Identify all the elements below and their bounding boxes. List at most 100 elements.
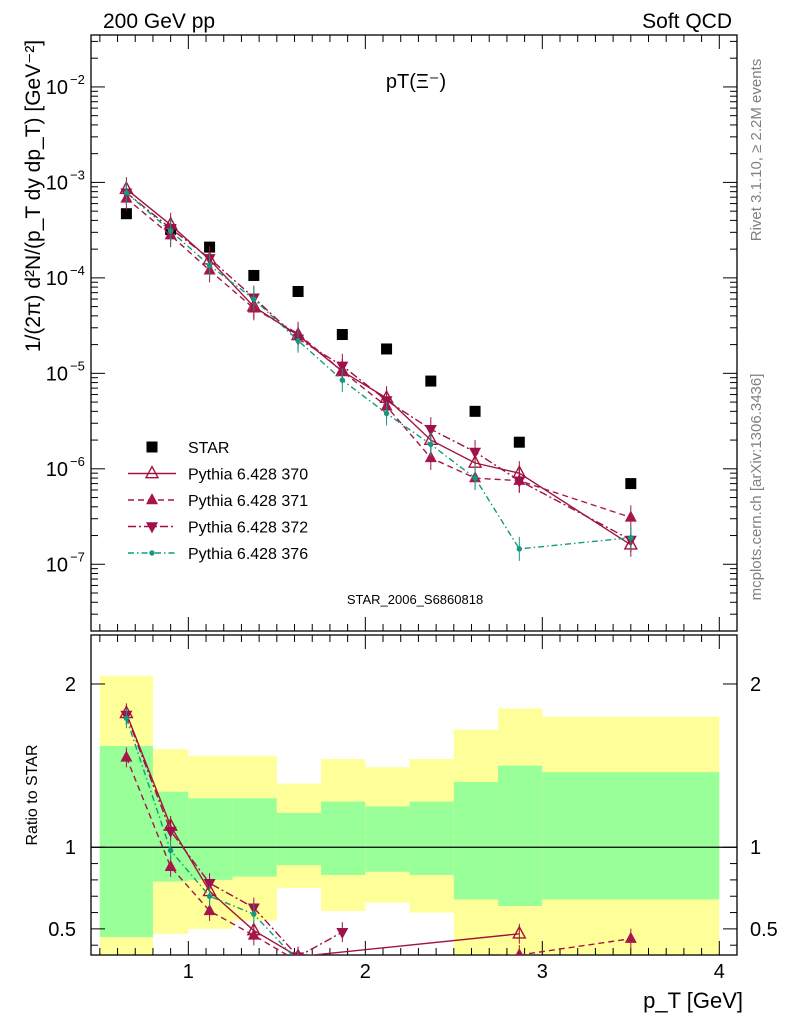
main-plot-frame [90, 34, 738, 632]
data-point [624, 510, 637, 522]
data-point [123, 190, 130, 196]
band-inner [99, 746, 153, 938]
y-tick-label: 10 [46, 77, 68, 99]
main-plot-title: pT(Ξ⁻) [386, 71, 446, 93]
legend-label: Pythia 6.428 370 [188, 467, 308, 484]
ratio-point [120, 750, 133, 762]
band-inner [276, 812, 322, 866]
ratio-point [206, 893, 213, 899]
main-y-ticks: 10−710−610−510−410−310−2 [46, 35, 737, 632]
ratio-line [125, 714, 343, 955]
data-point [425, 375, 437, 387]
legend-marker [144, 465, 160, 479]
ratio-point [203, 878, 216, 891]
ratio-y-tick-label-right: 0.5 [750, 919, 778, 941]
series-line [125, 197, 632, 519]
data-point [424, 424, 437, 437]
data-point [383, 410, 390, 417]
legend-marker [146, 522, 158, 534]
band-inner [498, 765, 543, 907]
series-pythia-6-428-376 [123, 180, 634, 561]
legend-entry: Pythia 6.428 376 [128, 546, 308, 563]
ratio-series-pythia-6-428-376 [123, 708, 300, 964]
ratio-y-tick-label: 2 [65, 674, 76, 696]
ratio-plot-frame [90, 634, 738, 956]
legend-marker [146, 441, 158, 453]
ratio-y-tick-label-right: 1 [750, 837, 761, 859]
ratio-point [203, 904, 216, 916]
band-inner [453, 781, 499, 900]
series-line [125, 188, 632, 546]
x-tick-label: 1 [183, 961, 194, 983]
ratio-y-tick-label: 1 [65, 837, 76, 859]
x-tick-label: 2 [360, 961, 371, 983]
ratio-point [164, 826, 177, 838]
data-point [120, 208, 132, 220]
data-point [428, 441, 434, 448]
data-point [625, 478, 637, 490]
data-point [472, 475, 478, 481]
y-tick-exponent: −3 [70, 167, 85, 182]
legend-label: Pythia 6.428 376 [188, 546, 308, 563]
header-right: Soft QCD [642, 10, 732, 33]
ratio-point [247, 928, 260, 940]
band-inner [542, 772, 720, 900]
y-tick-exponent: −4 [70, 263, 85, 278]
x-tick-label: 3 [537, 961, 548, 983]
data-point [424, 451, 437, 463]
legend-entry: Pythia 6.428 370 [128, 465, 308, 484]
x-tick-label: 4 [714, 961, 725, 983]
data-point [167, 228, 174, 234]
ratio-point [512, 925, 527, 939]
data-point [251, 296, 257, 302]
legend-entry: Pythia 6.428 371 [128, 493, 308, 510]
y-tick-label: 10 [46, 268, 68, 290]
data-point [292, 285, 304, 297]
y-tick-exponent: −6 [70, 454, 85, 469]
main-y-axis-label: 1/(2π) d²N/(p_T dy dp_T) [GeV⁻²] [22, 40, 45, 352]
ratio-point [297, 954, 299, 955]
legend-entry: Pythia 6.428 372 [128, 520, 308, 537]
data-point [339, 377, 346, 383]
data-point [513, 436, 525, 448]
band-inner [409, 801, 454, 875]
ratio-point [295, 959, 300, 964]
series-line [125, 192, 632, 541]
ratio-line [125, 713, 520, 955]
data-point [516, 546, 523, 552]
ratio-point [167, 847, 174, 854]
legend-marker [149, 550, 155, 556]
y-tick-exponent: −7 [70, 549, 85, 564]
ratio-point [624, 931, 637, 943]
data-point [513, 476, 526, 488]
data-point [469, 447, 482, 459]
side-text-top: Rivet 3.1.10, ≥ 2.2M events [748, 59, 765, 242]
ratio-point [515, 948, 524, 955]
ratio-point [164, 859, 177, 872]
ratio-point [123, 715, 130, 721]
ratio-y-tick-label: 0.5 [48, 919, 76, 941]
legend-label: Pythia 6.428 371 [188, 493, 308, 510]
legend: STAR Pythia 6.428 370 Pythia 6.428 371 Pyth… [128, 440, 308, 563]
ratio-y-tick-label-right: 2 [750, 674, 761, 696]
y-tick-label: 10 [46, 459, 68, 481]
data-point [206, 262, 213, 269]
band-inner [232, 798, 277, 877]
ratio-uncertainty-bands [99, 675, 720, 955]
ratio-point [336, 927, 349, 940]
ratio-ticks: 0.5 0.5 1 1 2 2 1 2 3 4 [48, 635, 778, 983]
ratio-y-axis-label: Ratio to STAR [24, 744, 41, 845]
legend-marker [146, 493, 158, 505]
data-point [295, 337, 301, 344]
data-point [336, 361, 349, 373]
data-point [248, 269, 260, 281]
x-axis-label: p_T [GeV] [643, 988, 743, 1013]
ratio-point [251, 911, 257, 917]
data-point [628, 534, 634, 541]
data-point [336, 329, 348, 341]
band-inner [365, 806, 410, 872]
legend-entry: STAR [146, 440, 229, 457]
y-tick-label: 10 [46, 554, 68, 576]
y-tick-exponent: −2 [70, 72, 85, 87]
band-inner [321, 801, 366, 875]
